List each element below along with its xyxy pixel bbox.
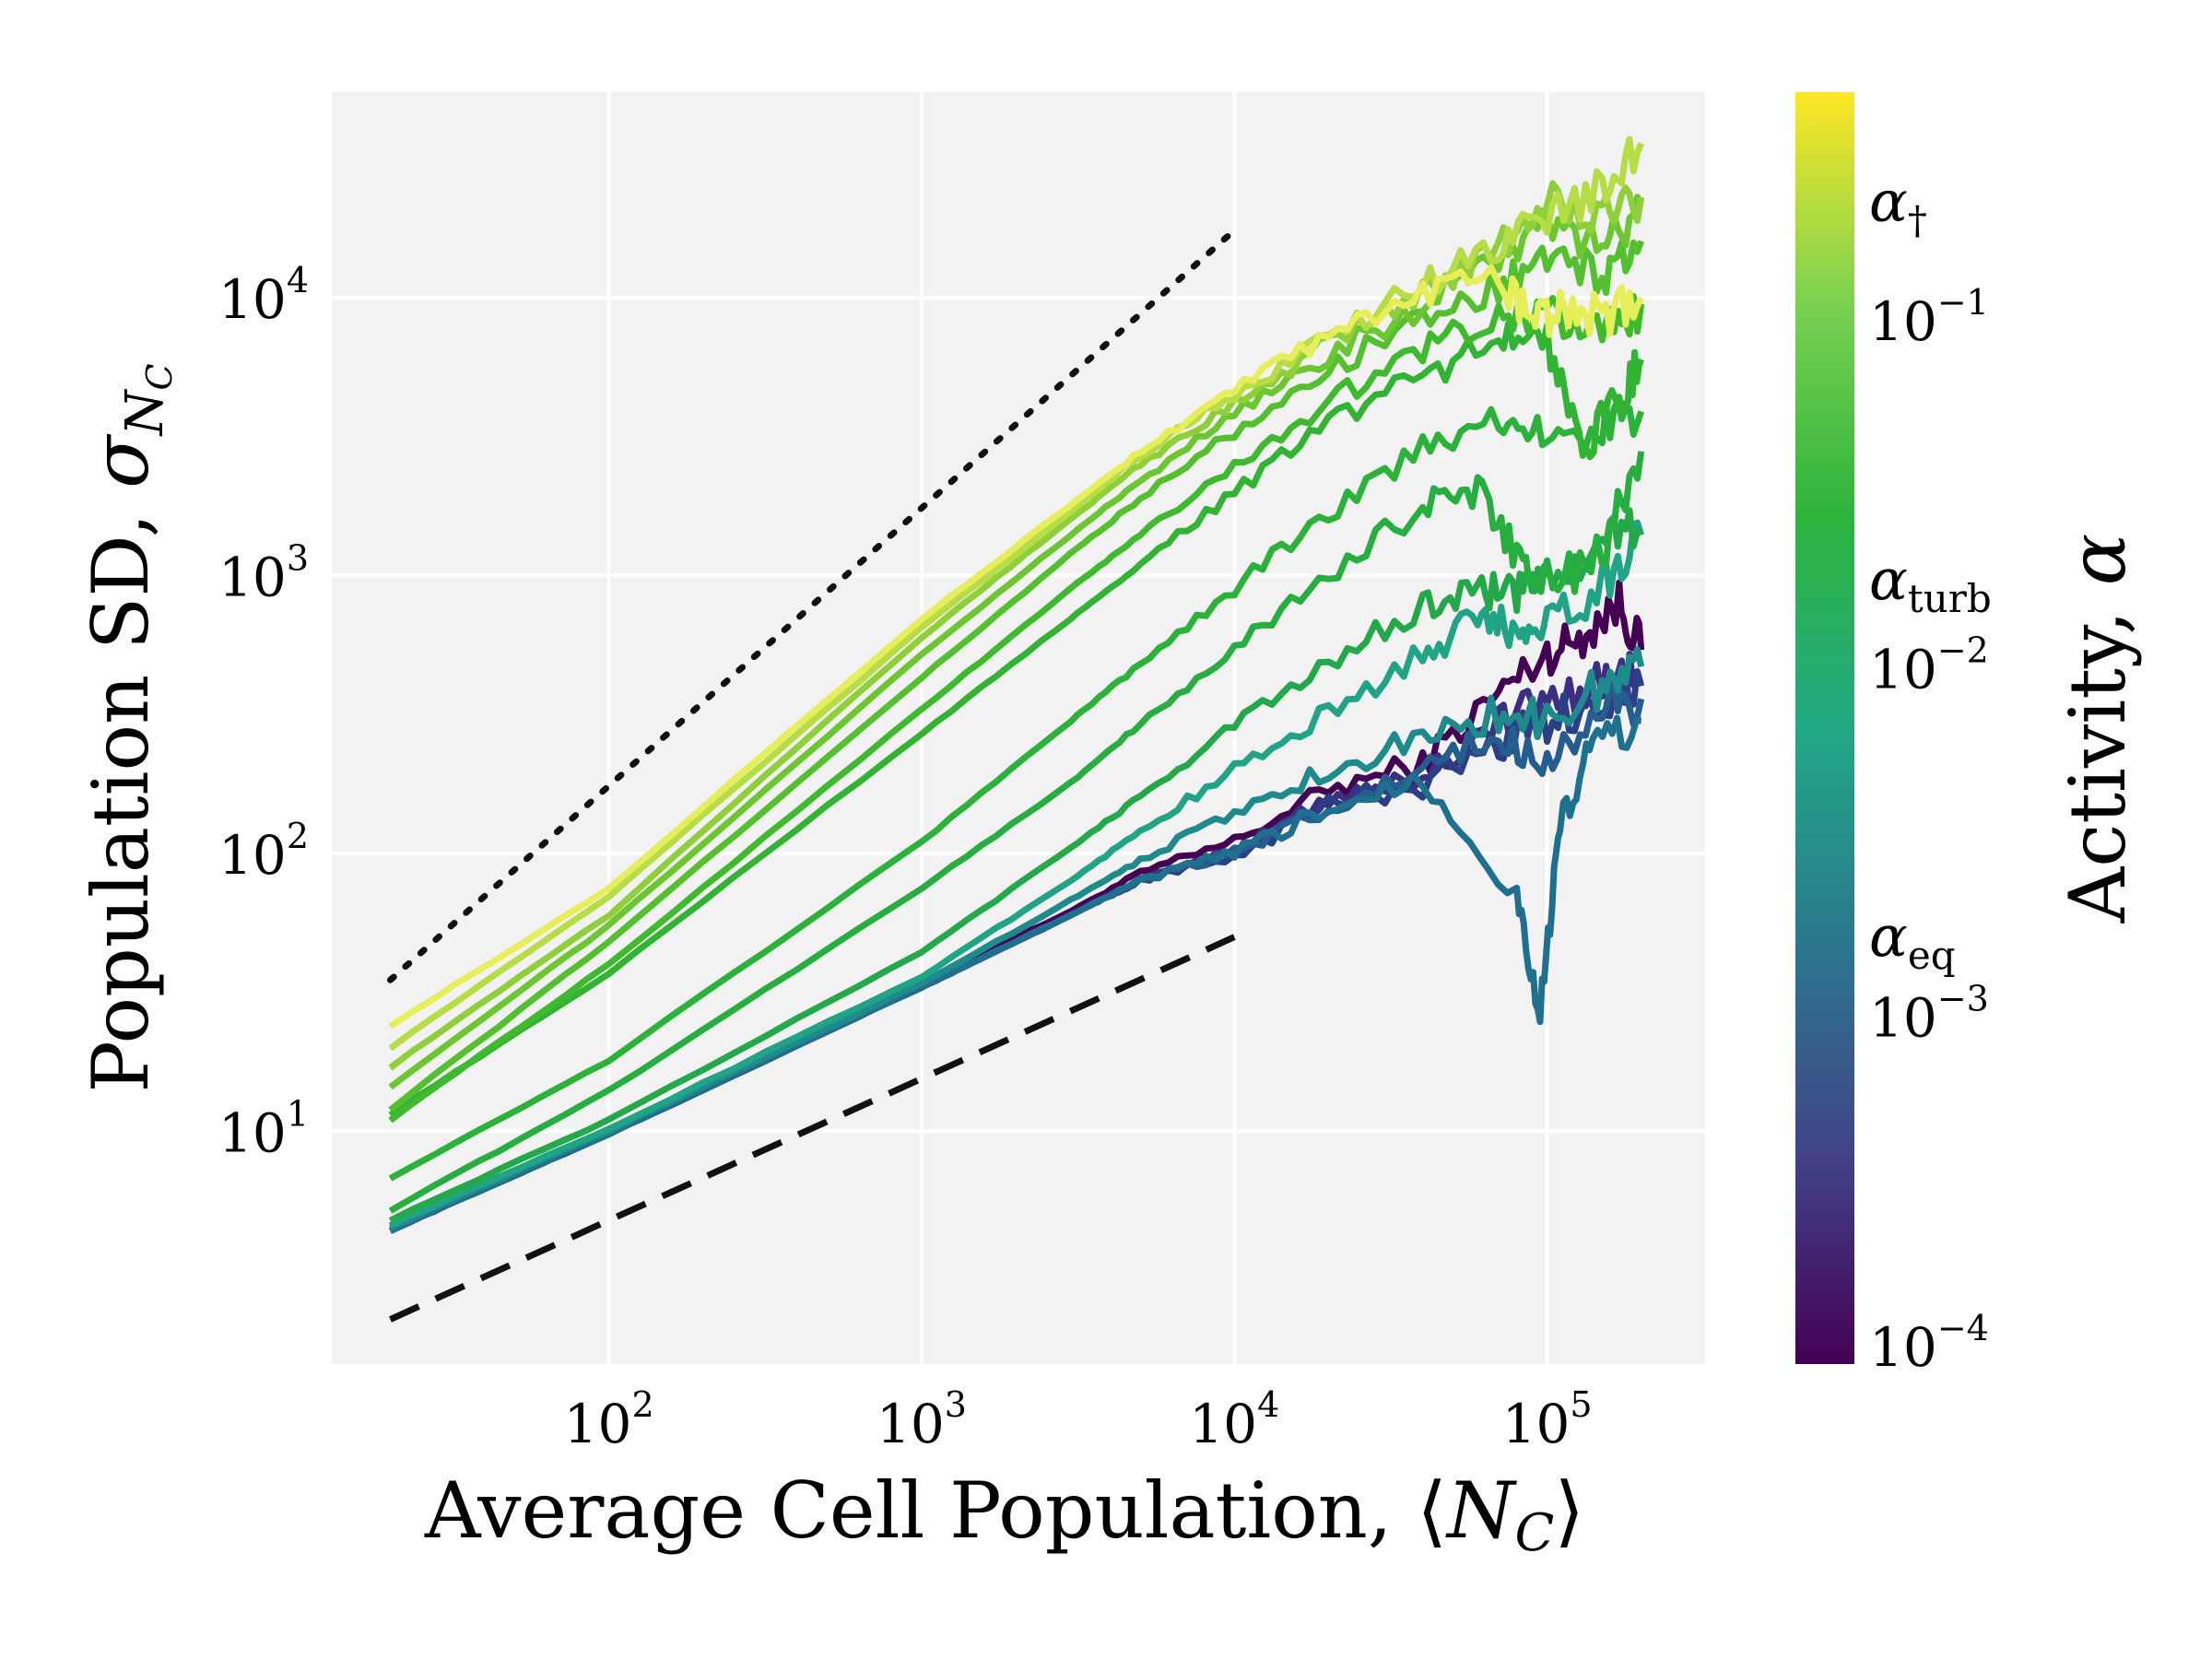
- dotted-reference-line: [386, 227, 1238, 983]
- y-axis-label: Population SD, σNC: [76, 363, 180, 1092]
- colorbar: [1795, 92, 1854, 1364]
- series-line: [388, 519, 1645, 1229]
- colorbar-tick-labels: 10−4 10−3 10−2 10−1: [1869, 282, 1989, 1379]
- colorbar-annotation: α†: [1869, 167, 1927, 242]
- colorbar-tick-label: 10−4: [1869, 1308, 1989, 1379]
- series-line: [388, 239, 1644, 1113]
- colorbar-annotations: αeq αturb α†: [1869, 167, 1992, 978]
- series-line: [388, 194, 1644, 1090]
- colorbar-tick-label: 10−1: [1869, 282, 1989, 353]
- series-line: [388, 135, 1644, 1052]
- series-line: [388, 320, 1644, 1118]
- y-tick-label: 103: [218, 538, 309, 609]
- series-line: [389, 714, 1642, 1234]
- x-tick-labels: 102 103 104 105: [564, 1384, 1593, 1455]
- series-line: [388, 180, 1645, 1071]
- y-tick-label: 104: [218, 260, 309, 331]
- x-axis-label: Average Cell Population, ⟨NC⟩: [424, 1465, 1584, 1563]
- x-tick-label: 104: [1189, 1384, 1279, 1455]
- series-line: [388, 507, 1642, 1224]
- reference-lines: [386, 227, 1238, 1323]
- colorbar-label: Activity, α: [2053, 534, 2143, 924]
- colorbar-annotation: αeq: [1869, 902, 1956, 978]
- x-tick-label: 105: [1502, 1384, 1593, 1455]
- colorbar-annotation: αturb: [1869, 546, 1992, 621]
- y-tick-label: 101: [218, 1093, 309, 1164]
- colorbar-tick-label: 10−3: [1869, 978, 1989, 1049]
- y-tick-labels: 101 102 103 104: [218, 260, 309, 1164]
- series-line: [388, 264, 1644, 1030]
- series-line: [388, 397, 1645, 1182]
- x-tick-label: 103: [877, 1384, 967, 1455]
- series-group: [388, 135, 1645, 1234]
- dashed-reference-line: [389, 934, 1236, 1323]
- y-tick-label: 102: [218, 816, 309, 887]
- series-line: [388, 451, 1645, 1214]
- colorbar-tick-label: 10−2: [1869, 630, 1989, 701]
- x-tick-label: 102: [564, 1384, 654, 1455]
- series-line: [389, 646, 1645, 1231]
